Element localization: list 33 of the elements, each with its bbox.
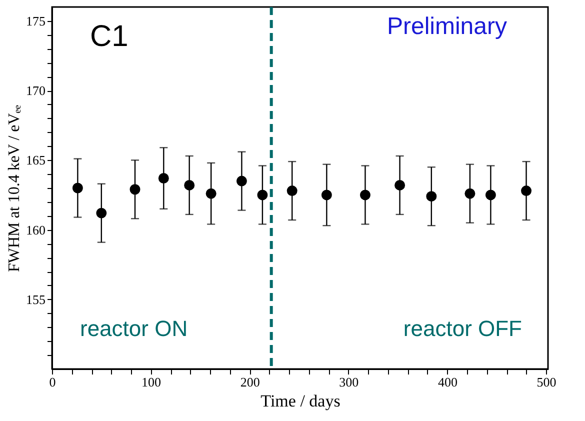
point <box>206 188 216 199</box>
annotation: Preliminary <box>386 13 507 40</box>
point <box>394 180 406 190</box>
point <box>257 190 268 200</box>
point <box>236 176 247 186</box>
x-tick-label: 400 <box>438 374 458 390</box>
annotation: reactor OFF <box>403 316 522 341</box>
x-tick-label: 500 <box>536 374 556 390</box>
y-tick-label: 165 <box>26 152 46 168</box>
x-tick-label: 200 <box>240 374 260 390</box>
x-axis-title: Time / days <box>260 392 340 410</box>
point <box>360 190 370 200</box>
point <box>426 191 437 202</box>
annotation: reactor ON <box>80 316 188 341</box>
point <box>72 182 83 194</box>
point <box>286 186 298 196</box>
y-tick-label: 170 <box>26 83 46 98</box>
point <box>485 190 496 200</box>
point <box>321 190 332 200</box>
point <box>158 173 169 184</box>
point <box>464 188 476 199</box>
y-axis-title: FWHM at 10.4 keV / eVₑₑ <box>6 105 23 272</box>
annotation: C1 <box>90 20 128 53</box>
y-tick-label: 175 <box>26 13 46 28</box>
point <box>96 208 107 218</box>
y-tick-label: 160 <box>26 222 46 238</box>
point <box>130 184 140 195</box>
y-tick-label: 155 <box>26 292 46 307</box>
x-tick-label: 0 <box>49 374 56 390</box>
x-tick-label: 100 <box>142 374 162 390</box>
point <box>521 186 532 196</box>
point <box>184 180 195 190</box>
x-tick-label: 300 <box>339 374 359 390</box>
